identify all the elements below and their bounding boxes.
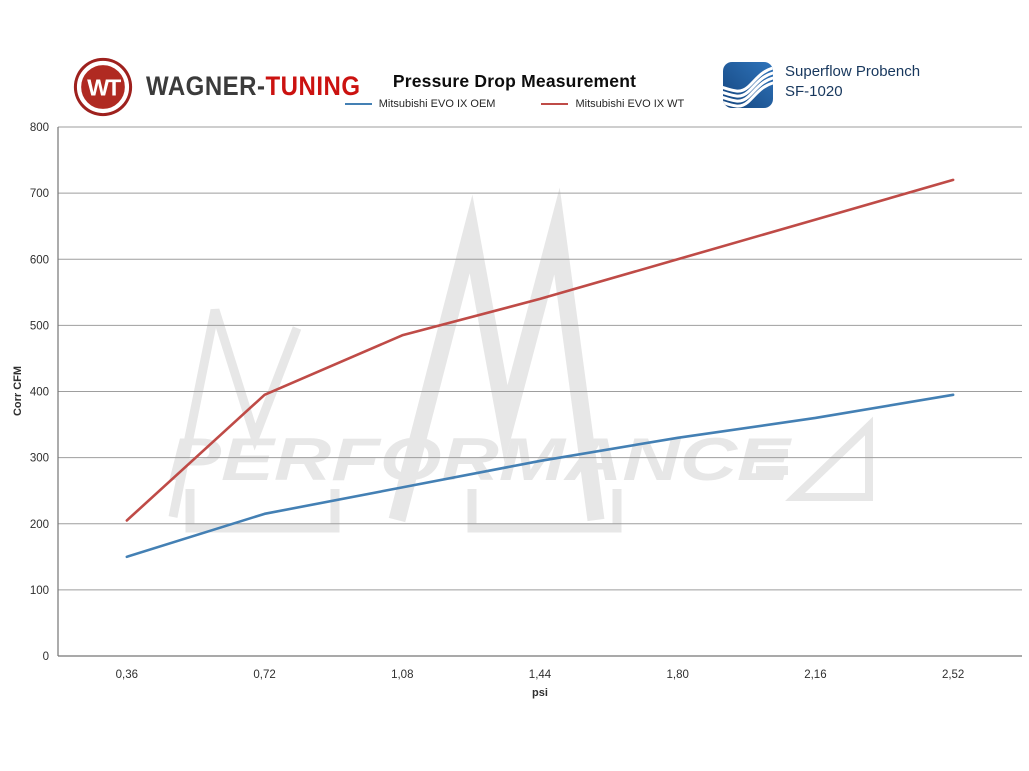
series-line-wt [125, 178, 955, 522]
superflow-waves-icon [723, 62, 773, 108]
x-tick-label: 1,80 [667, 669, 689, 681]
y-tick-label: 500 [30, 320, 49, 332]
x-tick-label: 1,44 [529, 669, 552, 681]
legend-line-oem-icon [344, 102, 372, 105]
watermark-triangle-icon [785, 416, 873, 501]
superflow-logo: Superflow Probench SF-1020 [722, 60, 920, 110]
legend-item-oem: Mitsubishi EVO IX OEM [344, 97, 496, 110]
legend-label-wt: Mitsubishi EVO IX WT [575, 97, 685, 110]
watermark-bracket-right [467, 489, 622, 533]
y-tick-label: 800 [30, 122, 49, 134]
wagner-tuning-logo: WT WAGNER-TUNING [72, 56, 361, 118]
x-tick-label: 2,16 [804, 669, 826, 681]
chart-title: Pressure Drop Measurement [392, 71, 637, 91]
wagner-brand-dark: WAGNER- [146, 71, 266, 102]
x-tick-label: 0,36 [116, 669, 138, 681]
x-tick-label: 0,72 [253, 669, 275, 681]
y-tick-label: 100 [30, 585, 49, 597]
wagner-wt-badge-icon: WT [73, 57, 133, 117]
y-axis-title: Corr CFM [12, 365, 24, 417]
wagner-brand-red: TUNING [265, 71, 361, 102]
superflow-name: Superflow Probench [785, 63, 921, 80]
y-tick-label: 400 [30, 387, 49, 399]
y-tick-label: 0 [43, 651, 49, 663]
watermark-mountain-outline [168, 308, 302, 518]
chart-grid: 0 100 200 300 400 500 600 700 800 0,36 0,72 1,08 1,4… [30, 122, 1022, 681]
legend-line-wt-icon [541, 102, 569, 105]
legend-item-wt: Mitsubishi EVO IX WT [541, 98, 684, 110]
watermark-bracket-left [185, 489, 340, 533]
series-line-oem [125, 393, 955, 559]
superflow-model: SF-1020 [785, 83, 843, 100]
y-tick-label: 700 [30, 188, 49, 200]
x-tick-label: 2,52 [942, 669, 964, 681]
map-performance-watermark: PERFORMANCE [168, 187, 873, 533]
wagner-brand-name: WAGNER-TUNING [146, 71, 361, 102]
y-tick-label: 300 [30, 453, 49, 465]
y-tick-label: 200 [30, 519, 49, 531]
superflow-text: Superflow Probench SF-1020 [785, 60, 920, 102]
x-axis-title: psi [532, 687, 548, 699]
wagner-monogram: WT [87, 74, 122, 100]
x-tick-label: 1,08 [391, 669, 413, 681]
chart-series [125, 178, 955, 559]
legend-label-oem: Mitsubishi EVO IX OEM [378, 97, 496, 110]
title-block: Pressure Drop Measurement Mitsubishi EVO… [0, 71, 1029, 110]
watermark-swoosh [388, 187, 605, 523]
y-tick-label: 600 [30, 254, 49, 266]
watermark-performance-text: PERFORMANCE [168, 426, 793, 493]
watermark-bar-icon [756, 466, 788, 475]
watermark-bar-icon [748, 449, 788, 458]
chart-legend: Mitsubishi EVO IX OEM Mitsubishi EVO IX … [344, 97, 684, 110]
